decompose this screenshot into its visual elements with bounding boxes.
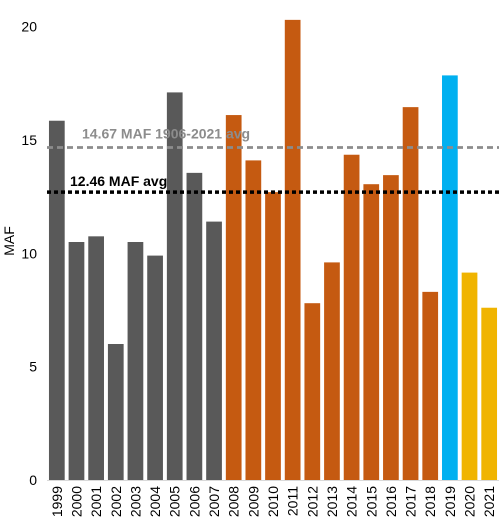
bar-2003 (127, 242, 144, 480)
bar-2014 (343, 154, 360, 480)
bar-2007 (206, 221, 222, 480)
x-tick-label: 2009 (245, 486, 261, 517)
reference-label: 14.67 MAF 1906-2021 avg (82, 125, 250, 141)
x-tick-label: 2000 (68, 486, 84, 517)
x-tick-label: 2007 (206, 486, 222, 517)
x-tick-label: 2003 (127, 486, 143, 517)
bar-2010 (265, 192, 281, 480)
bar-2017 (402, 107, 419, 480)
reference-label: 12.46 MAF avg (70, 173, 167, 189)
bar-2021 (481, 307, 498, 480)
x-tick-label: 2010 (265, 486, 281, 517)
x-tick-label: 2002 (108, 486, 124, 517)
x-tick-label: 2001 (88, 486, 104, 517)
y-tick-label: 15 (21, 132, 37, 148)
bars (48, 19, 498, 481)
x-tick-label: 2013 (324, 486, 340, 517)
bar-2005 (166, 92, 183, 481)
y-tick-label: 10 (21, 245, 37, 261)
bar-2013 (324, 262, 340, 480)
reference-lines: 14.67 MAF 1906-2021 avg 12.46 MAF avg (47, 125, 499, 194)
x-axis: 1999 2000 2001 2002 2003 2004 2005 2006 2007 2008… (47, 480, 499, 517)
bar-2019 (442, 75, 458, 481)
bar-2011 (284, 19, 301, 480)
x-tick-label: 2014 (344, 486, 360, 517)
x-tick-label: 2005 (167, 486, 183, 517)
x-tick-label: 1999 (49, 486, 65, 517)
y-tick-label: 20 (21, 19, 37, 35)
x-tick-label: 2016 (383, 486, 399, 517)
y-axis: 0 5 10 15 20 (21, 19, 37, 488)
x-tick-label: 2018 (422, 486, 438, 517)
bar-2012 (304, 303, 321, 480)
bar-2008 (225, 115, 242, 481)
x-tick-label: 2020 (462, 486, 478, 517)
y-axis-label: MAF (1, 226, 17, 256)
bar-2000 (68, 242, 85, 480)
x-tick-label: 2021 (481, 486, 497, 517)
x-tick-label: 2011 (285, 486, 301, 516)
x-tick-label: 2004 (147, 486, 163, 517)
x-tick-label: 2006 (186, 486, 202, 517)
y-tick-label: 0 (29, 472, 37, 488)
bar-2009 (245, 160, 262, 480)
x-tick-label: 2015 (363, 486, 379, 517)
bar-2015 (363, 184, 380, 480)
x-tick-label: 2008 (226, 486, 242, 517)
y-tick-label: 5 (29, 359, 37, 375)
bar-2020 (461, 272, 478, 480)
bar-2016 (383, 175, 399, 480)
bar-2004 (147, 255, 163, 480)
x-tick-label: 2012 (304, 486, 320, 517)
bar-2018 (422, 291, 439, 480)
bar-1999 (48, 120, 65, 480)
x-tick-label: 2017 (403, 486, 419, 517)
bar-2006 (186, 172, 203, 480)
bar-2001 (88, 236, 104, 480)
bar-2002 (107, 344, 124, 480)
x-tick-label: 2019 (442, 486, 458, 517)
